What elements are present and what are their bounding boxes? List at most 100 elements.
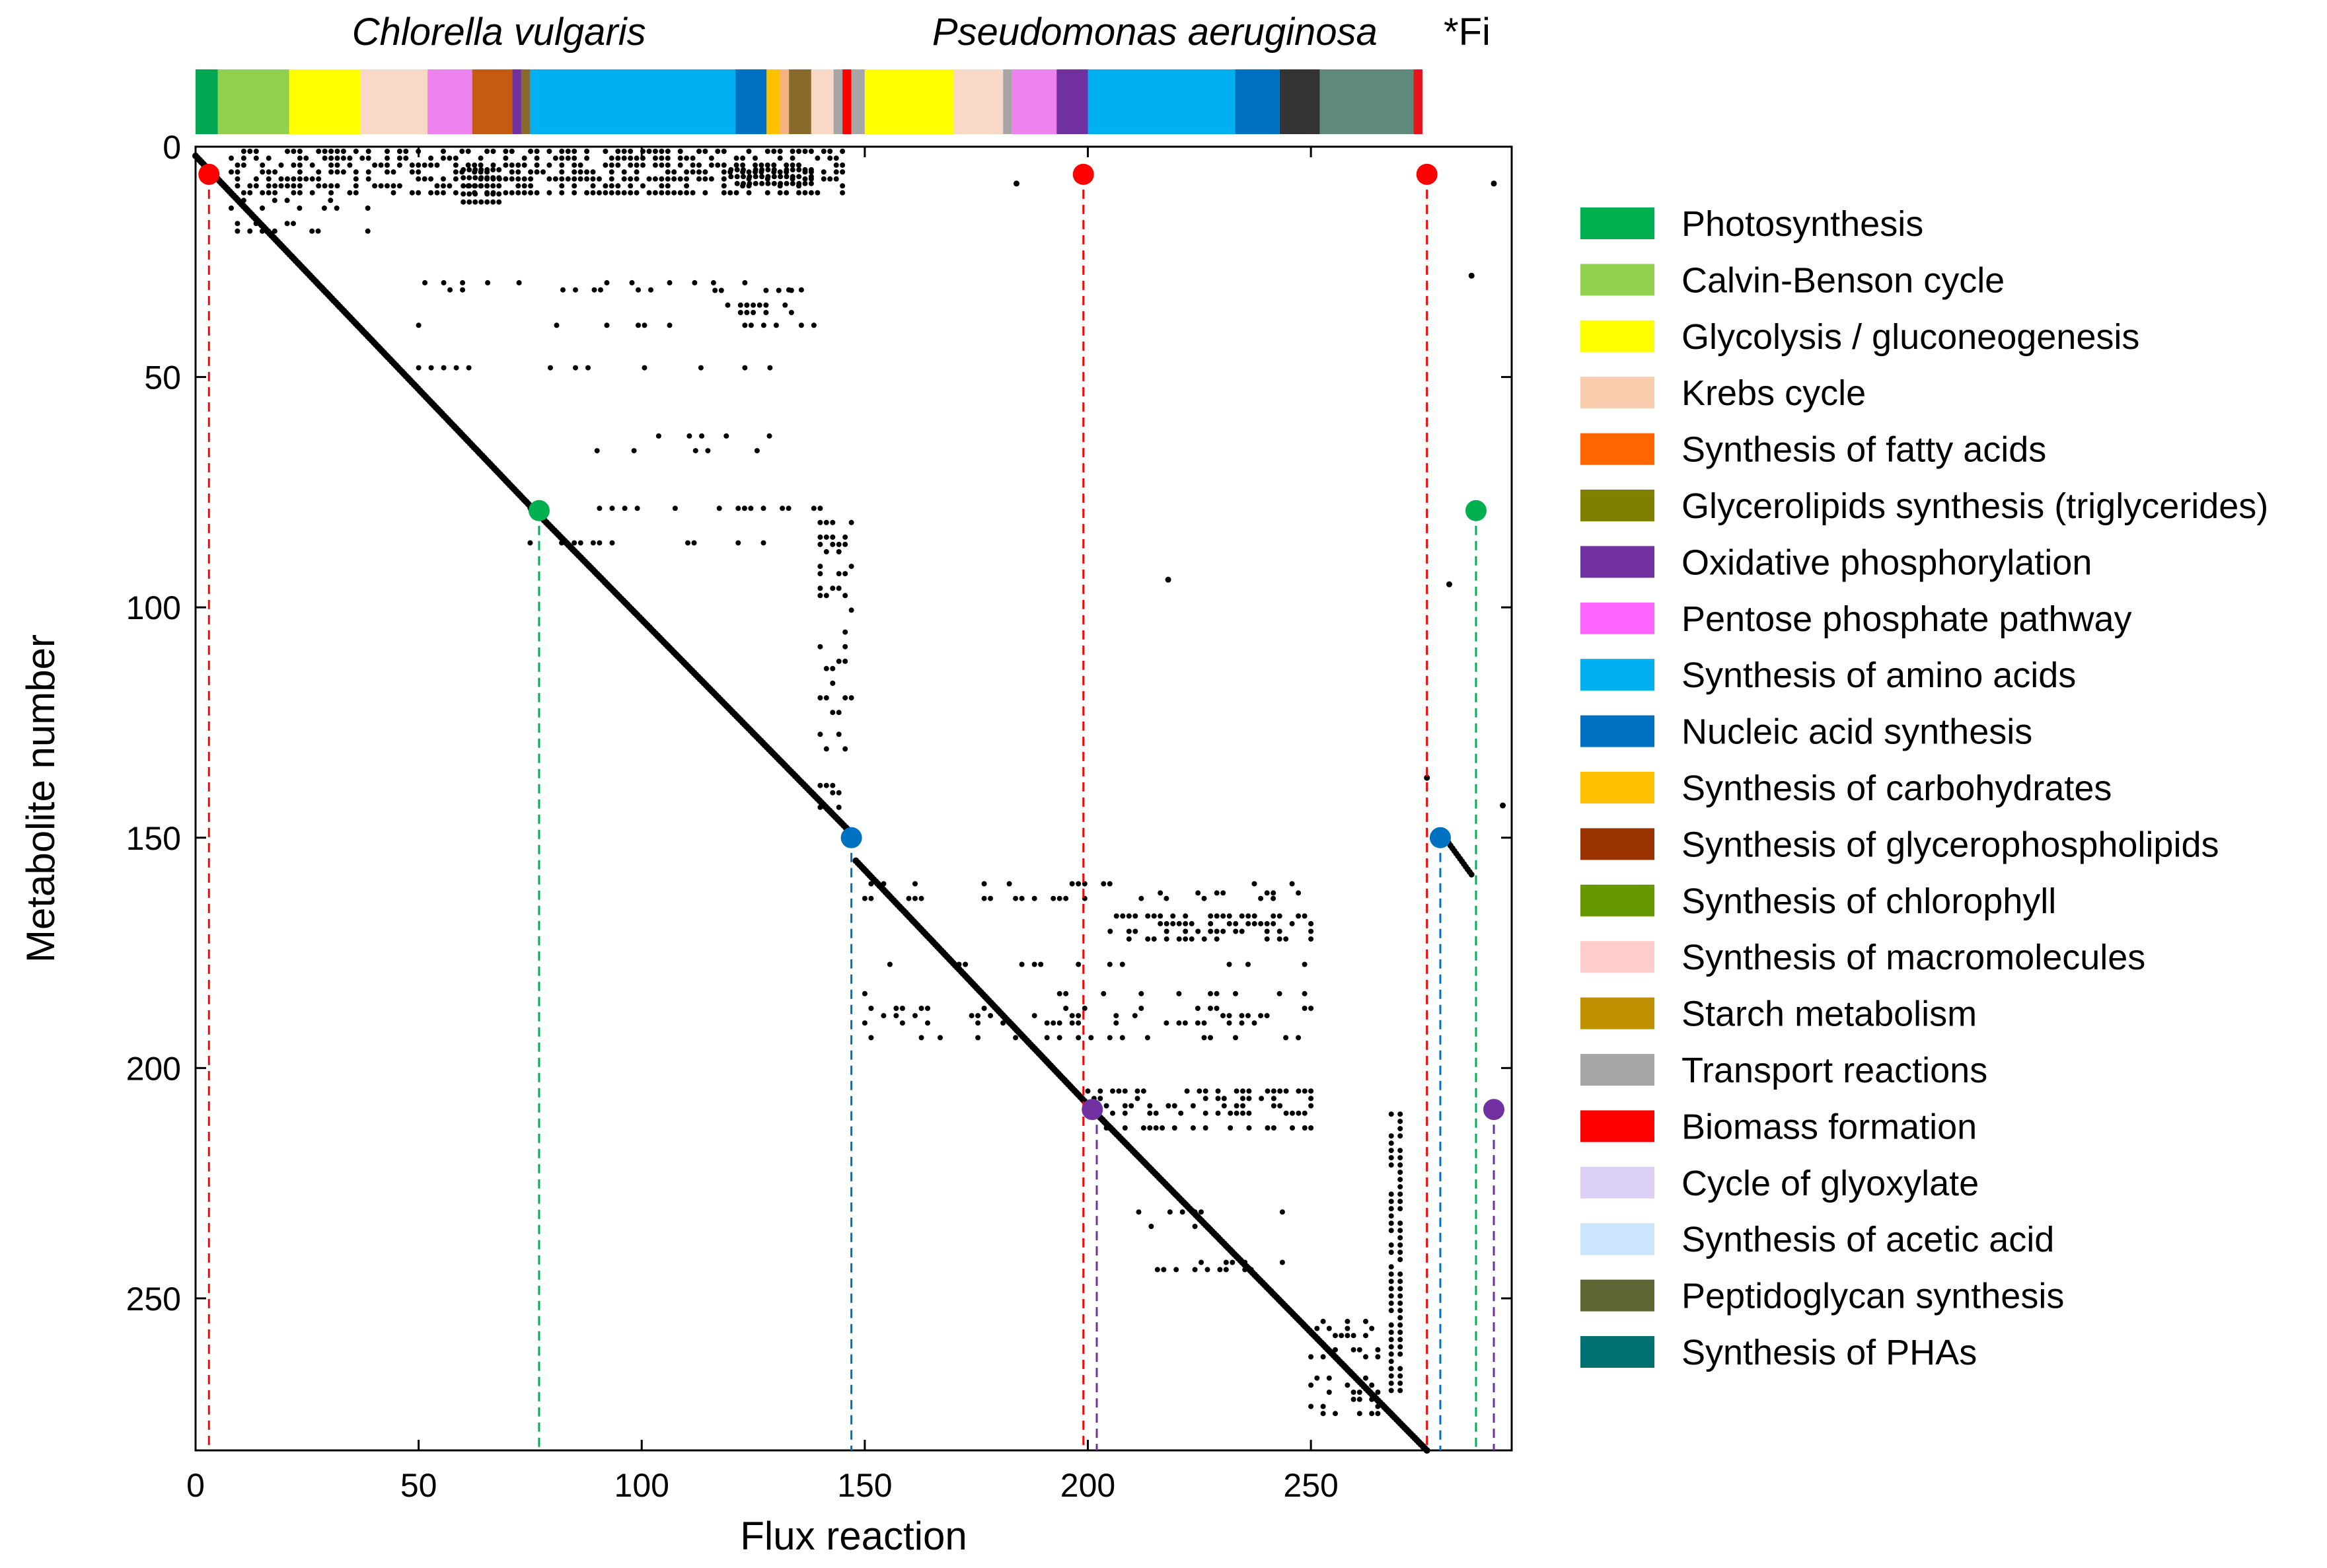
nonzero-point xyxy=(1388,1199,1394,1205)
nonzero-point xyxy=(918,1035,924,1041)
nonzero-point xyxy=(359,155,365,161)
nonzero-point xyxy=(848,564,854,570)
nonzero-point xyxy=(1199,1259,1204,1265)
nonzero-point xyxy=(1302,961,1308,967)
nonzero-point xyxy=(1397,1286,1403,1292)
nonzero-point xyxy=(665,149,671,154)
nonzero-point xyxy=(316,176,322,182)
nonzero-point xyxy=(1302,913,1308,919)
nonzero-point xyxy=(559,149,565,154)
nonzero-point xyxy=(759,180,765,186)
nonzero-point xyxy=(1356,1347,1362,1353)
nonzero-point xyxy=(744,310,750,315)
pathway-bar-segment xyxy=(217,69,289,134)
nonzero-point xyxy=(1113,913,1119,919)
nonzero-point xyxy=(1171,1125,1177,1131)
nonzero-point xyxy=(1388,1329,1394,1335)
nonzero-point xyxy=(1176,920,1182,926)
nonzero-point xyxy=(692,280,698,285)
nonzero-point xyxy=(422,162,427,168)
nonzero-point xyxy=(1006,881,1012,887)
nonzero-point xyxy=(235,221,240,227)
legend-swatch xyxy=(1580,659,1654,691)
nonzero-point xyxy=(684,190,690,196)
nonzero-point xyxy=(416,176,422,182)
nonzero-point xyxy=(272,190,278,196)
nonzero-point xyxy=(428,162,434,168)
nonzero-point xyxy=(1251,913,1257,919)
nonzero-point xyxy=(1388,1279,1394,1285)
nonzero-point xyxy=(453,190,459,196)
pathway-bar-segment xyxy=(864,69,954,134)
nonzero-point xyxy=(733,190,739,196)
nonzero-point xyxy=(509,169,515,175)
nonzero-point xyxy=(621,149,627,154)
nonzero-point xyxy=(1170,920,1176,926)
nonzero-point xyxy=(1345,1382,1350,1388)
nonzero-point xyxy=(1388,1228,1394,1234)
nonzero-point xyxy=(1147,1103,1153,1109)
nonzero-point xyxy=(1308,920,1314,926)
nonzero-point xyxy=(1363,1375,1368,1381)
nonzero-point xyxy=(459,149,465,154)
nonzero-point xyxy=(1051,1020,1056,1026)
nonzero-point xyxy=(881,1013,887,1019)
nonzero-point xyxy=(817,505,823,511)
nonzero-point xyxy=(1375,1403,1381,1409)
nonzero-point xyxy=(1103,1103,1109,1109)
nonzero-point xyxy=(1192,1209,1198,1215)
nonzero-point xyxy=(817,541,823,547)
nonzero-point xyxy=(428,155,434,161)
nonzero-point xyxy=(1283,1110,1289,1116)
nonzero-point xyxy=(1308,928,1314,934)
nonzero-point xyxy=(766,433,772,439)
nonzero-point xyxy=(764,190,770,196)
organism-label: Chlorella vulgaris xyxy=(352,11,646,54)
nonzero-point xyxy=(253,155,259,161)
nonzero-point xyxy=(328,155,334,161)
nonzero-point xyxy=(247,190,253,196)
nonzero-point xyxy=(780,505,786,511)
nonzero-point xyxy=(833,176,839,182)
nonzero-point xyxy=(634,505,640,511)
legend-label: Oxidative phosphorylation xyxy=(1681,542,2092,582)
nonzero-point xyxy=(309,176,315,182)
nonzero-point xyxy=(981,1006,987,1011)
nonzero-point xyxy=(659,183,665,189)
legend-label: Glycerolipids synthesis (triglycerides) xyxy=(1681,486,2268,526)
nonzero-point xyxy=(823,593,829,599)
nonzero-point xyxy=(1097,1096,1103,1101)
nonzero-point xyxy=(409,169,415,175)
nonzero-point xyxy=(1279,1209,1285,1215)
y-tick-label: 150 xyxy=(126,820,181,857)
nonzero-point xyxy=(559,176,565,182)
legend-label: Biomass formation xyxy=(1681,1107,1977,1146)
nonzero-point xyxy=(1397,1366,1403,1372)
nonzero-point xyxy=(1147,1110,1153,1116)
pathway-bar-segment xyxy=(427,69,472,134)
nonzero-point xyxy=(1308,1088,1314,1094)
nonzero-point xyxy=(434,162,440,168)
nonzero-point xyxy=(490,149,496,154)
pathway-marker xyxy=(198,163,220,185)
nonzero-point xyxy=(827,176,833,182)
nonzero-point xyxy=(1388,1250,1394,1255)
nonzero-point xyxy=(1397,1177,1403,1183)
nonzero-point xyxy=(1234,1088,1239,1094)
nonzero-point xyxy=(741,174,746,180)
nonzero-point xyxy=(721,162,727,168)
nonzero-point xyxy=(823,549,829,554)
nonzero-point xyxy=(365,169,371,175)
nonzero-point xyxy=(1183,928,1189,934)
nonzero-point xyxy=(1397,1257,1403,1263)
nonzero-point xyxy=(1302,990,1308,996)
nonzero-point xyxy=(827,149,833,154)
nonzero-point xyxy=(868,1035,874,1041)
nonzero-point xyxy=(247,228,253,234)
nonzero-point xyxy=(690,162,696,168)
nonzero-point xyxy=(646,149,652,154)
nonzero-point xyxy=(1217,1267,1223,1273)
nonzero-point xyxy=(629,280,635,285)
nonzero-point xyxy=(777,149,783,154)
nonzero-point xyxy=(912,1013,918,1019)
